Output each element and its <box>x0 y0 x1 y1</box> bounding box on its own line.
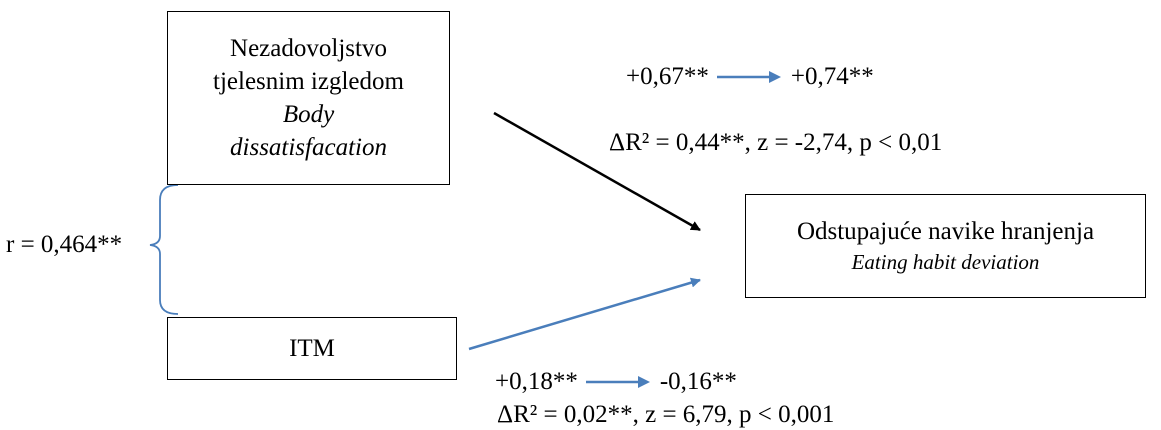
body-coef-from: +0,67** <box>626 63 709 90</box>
body-coef-to: +0,74** <box>790 63 874 90</box>
correlation-brace <box>149 184 179 315</box>
body-label-hr-2: tjelesnim izgledom <box>213 68 404 95</box>
body-path-stats: ΔR² = 0,44**, z = -2,74, p < 0,01 <box>609 129 943 156</box>
body-path-coefficients: +0,67** +0,74** <box>626 62 874 92</box>
predictor-itm-box: ITM <box>167 317 457 380</box>
arrow-body-to-outcome <box>493 111 701 232</box>
arrow-itm-to-outcome <box>468 277 701 351</box>
itm-path-coefficients: +0,18** -0,16** <box>495 367 737 397</box>
outcome-box: Odstupajuće navike hranjenja Eating habi… <box>745 194 1146 298</box>
correlation-label: r = 0,464** <box>6 231 123 258</box>
outcome-label-en: Eating habit deviation <box>851 250 1040 274</box>
itm-path-stats: ΔR² = 0,02**, z = 6,79, p < 0,001 <box>497 401 835 428</box>
body-label-en-1: Body <box>282 101 335 128</box>
body-label-hr-1: Nezadovoljstvo <box>230 35 387 62</box>
predictor-body-dissatisfaction-box: Nezadovoljstvo tjelesnim izgledom Body d… <box>167 11 450 185</box>
body-label-en-2: dissatisfacation <box>230 134 387 161</box>
itm-coef-to: -0,16** <box>659 368 737 395</box>
outcome-label-hr: Odstupajuće navike hranjenja <box>796 218 1095 245</box>
itm-label: ITM <box>289 334 335 362</box>
right-arrow-icon <box>585 376 650 388</box>
right-arrow-icon <box>716 71 781 83</box>
itm-coef-from: +0,18** <box>495 368 578 395</box>
